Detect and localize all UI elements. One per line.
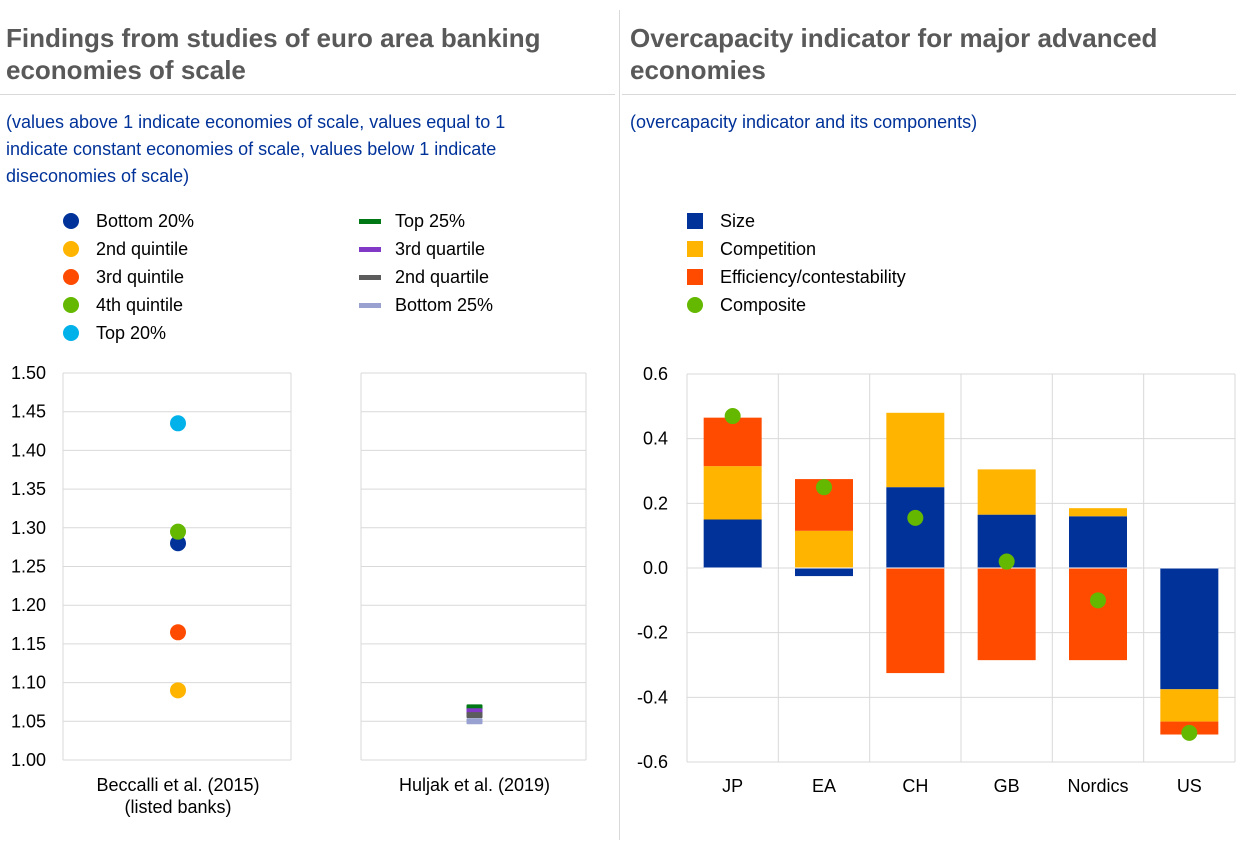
- point-top-20-: [170, 415, 186, 432]
- point-3rd-quintile: [170, 624, 186, 641]
- right-title-line2: economies: [630, 55, 766, 85]
- bar-size-ea: [795, 568, 853, 577]
- bar-efficiency-contestability-nordics: [1069, 568, 1127, 661]
- y-tick-label-right: 0.4: [643, 429, 668, 449]
- right-header-divider: [622, 94, 1236, 95]
- left-subtitle-line2: indicate constant economies of scale, va…: [6, 139, 497, 159]
- bar-size-ch: [886, 487, 945, 568]
- legend-label-2nd-quintile: 2nd quintile: [96, 239, 189, 259]
- y-tick-label-left: 1.00: [11, 750, 46, 770]
- legend-label-efficiency: Efficiency/contestability: [720, 267, 906, 287]
- point-bottom-25-: [466, 718, 483, 725]
- bar-competition-nordics: [1069, 508, 1127, 517]
- point-2nd-quartile: [466, 712, 483, 719]
- composite-point-ch: [907, 509, 924, 526]
- y-tick-label-right: -0.2: [637, 623, 668, 643]
- y-tick-label-left: 1.35: [11, 479, 46, 499]
- y-tick-label-right: 0.0: [643, 558, 668, 578]
- legend-label-3rd-quartile: 3rd quartile: [395, 239, 486, 259]
- x-category-label: Beccalli et al. (2015): [96, 775, 259, 795]
- legend-marker-2nd-quintile: [63, 241, 79, 257]
- y-tick-label-left: 1.15: [11, 634, 46, 654]
- left-chart-title: Findings from studies of euro area banki…: [6, 22, 541, 86]
- bar-size-us: [1160, 568, 1219, 690]
- legend-label-2nd-quartile: 2nd quartile: [395, 267, 490, 287]
- y-tick-label-left: 1.10: [11, 673, 46, 693]
- y-tick-label-right: -0.6: [637, 752, 668, 772]
- legend-label-composite: Composite: [720, 295, 807, 315]
- x-category-label-gb: GB: [994, 776, 1020, 796]
- legend-label-3rd-quintile: 3rd quintile: [96, 267, 185, 287]
- right-chart-title: Overcapacity indicator for major advance…: [630, 22, 1157, 86]
- bar-competition-jp: [703, 466, 762, 520]
- legend-marker-4th-quintile: [63, 297, 79, 313]
- y-tick-label-right: -0.4: [637, 687, 668, 707]
- legend-label-bottom-20: Bottom 20%: [96, 211, 195, 231]
- legend-label-4th-quintile: 4th quintile: [96, 295, 184, 315]
- composite-point-nordics: [1090, 592, 1106, 609]
- y-tick-label-right: 0.6: [643, 364, 668, 384]
- y-tick-label-left: 1.30: [11, 518, 46, 538]
- legend-marker-top-20: [63, 325, 79, 341]
- x-category-label-sub: (listed banks): [124, 797, 231, 817]
- legend-label-bottom-25: Bottom 25%: [395, 295, 494, 315]
- right-title-line1: Overcapacity indicator for major advance…: [630, 23, 1158, 53]
- legend-label-competition: Competition: [720, 239, 817, 259]
- legend-label-size: Size: [720, 211, 756, 231]
- y-tick-label-left: 1.25: [11, 557, 46, 577]
- point-bottom-20-: [170, 535, 186, 552]
- point-2nd-quintile: [170, 682, 186, 699]
- point-4th-quintile: [170, 523, 186, 540]
- legend-marker-3rd-quartile: [359, 247, 381, 252]
- bar-efficiency-contestability-jp: [703, 417, 762, 467]
- legend-marker-efficiency: [687, 269, 703, 285]
- legend-label-top-20: Top 20%: [96, 323, 167, 343]
- legend-marker-top-25: [359, 219, 381, 224]
- right-chart-subtitle: (overcapacity indicator and its componen…: [630, 109, 977, 136]
- bar-efficiency-contestability-ch: [886, 568, 945, 674]
- left-subtitle-line3: diseconomies of scale): [6, 166, 190, 186]
- x-category-label-us: US: [1177, 776, 1202, 796]
- bar-competition-us: [1160, 689, 1219, 722]
- left-header-divider: [0, 94, 615, 95]
- right-subtitle-text: (overcapacity indicator and its componen…: [630, 112, 978, 132]
- legend-marker-competition: [687, 241, 703, 257]
- y-tick-label-right: 0.2: [643, 493, 668, 513]
- bar-competition-gb: [977, 469, 1036, 515]
- y-tick-label-left: 1.50: [11, 363, 46, 383]
- y-tick-label-left: 1.40: [11, 440, 46, 460]
- legend-marker-composite: [687, 297, 703, 313]
- composite-point-gb: [998, 553, 1015, 570]
- y-tick-label-left: 1.20: [11, 595, 46, 615]
- left-title-line1: Findings from studies of euro area banki…: [6, 23, 541, 53]
- panel-divider: [619, 10, 620, 840]
- x-category-label-nordics: Nordics: [1067, 776, 1128, 796]
- legend-marker-3rd-quintile: [63, 269, 79, 285]
- economies-of-scale-chart: 1.00 1.05 1.10 1.15 1.20 1.25 1.30 1.35 1.40 1.45…: [11, 363, 587, 817]
- legend-marker-2nd-quartile: [359, 275, 381, 280]
- composite-point-ea: [816, 479, 832, 496]
- legend-marker-bottom-25: [359, 303, 381, 308]
- y-tick-label-left: 1.45: [11, 402, 46, 422]
- legend-label-top-25: Top 25%: [395, 211, 466, 231]
- composite-point-us: [1181, 724, 1198, 741]
- bar-competition-ea: [795, 530, 853, 568]
- bar-size-nordics: [1069, 516, 1127, 568]
- left-title-line2: economies of scale: [6, 55, 246, 85]
- x-category-label-ch: CH: [902, 776, 928, 796]
- left-chart-subtitle: (values above 1 indicate economies of sc…: [6, 109, 505, 190]
- composite-point-jp: [724, 408, 741, 425]
- left-subtitle-line1: (values above 1 indicate economies of sc…: [6, 112, 506, 132]
- x-category-label: Huljak et al. (2019): [399, 775, 550, 795]
- legend-marker-size: [687, 213, 703, 229]
- bar-size-jp: [703, 519, 762, 568]
- y-tick-label-left: 1.05: [11, 711, 46, 731]
- bar-competition-ch: [886, 412, 945, 488]
- x-category-label-jp: JP: [722, 776, 743, 796]
- legend-marker-bottom-20: [63, 213, 79, 229]
- bar-efficiency-contestability-gb: [977, 568, 1036, 661]
- x-category-label-ea: EA: [812, 776, 836, 796]
